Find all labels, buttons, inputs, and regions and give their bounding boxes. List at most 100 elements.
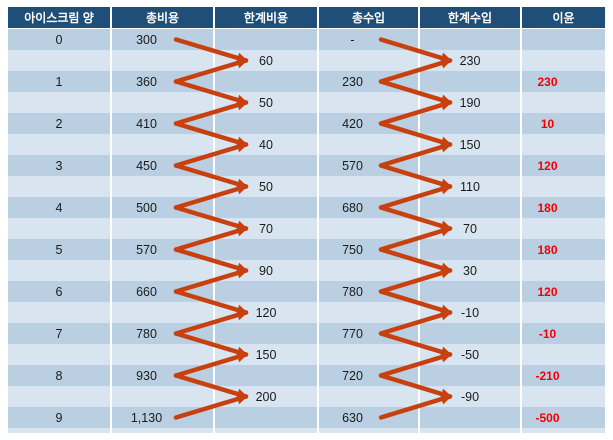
profit-cell: -500 (522, 407, 605, 428)
marginal-cost-cell: 50 (215, 92, 317, 113)
bottom-strip-cell (8, 428, 110, 433)
column-header-3: 총수입 (319, 7, 418, 29)
empty-cell (112, 218, 213, 239)
empty-cell (522, 176, 605, 197)
empty-cell (319, 218, 418, 239)
empty-cell (319, 260, 418, 281)
empty-cell (420, 113, 520, 134)
marginal-revenue-cell: 70 (420, 218, 520, 239)
total-cost-cell: 300 (112, 29, 213, 50)
total-cost-cell: 450 (112, 155, 213, 176)
empty-cell (522, 218, 605, 239)
profit-cell: 180 (522, 197, 605, 218)
total-revenue-cell: 780 (319, 281, 418, 302)
total-revenue-cell: 230 (319, 71, 418, 92)
empty-cell (8, 386, 110, 407)
marginal-cost-cell: 60 (215, 50, 317, 71)
quantity-cell: 8 (8, 365, 110, 386)
total-cost-cell: 660 (112, 281, 213, 302)
empty-cell (112, 92, 213, 113)
empty-cell (319, 50, 418, 71)
empty-cell (112, 344, 213, 365)
empty-cell (420, 407, 520, 428)
total-cost-cell: 780 (112, 323, 213, 344)
marginal-cost-cell: 150 (215, 344, 317, 365)
marginal-cost-cell: 90 (215, 260, 317, 281)
empty-cell (215, 197, 317, 218)
profit-cell: -10 (522, 323, 605, 344)
bottom-strip-cell (215, 428, 317, 433)
empty-cell (215, 113, 317, 134)
empty-cell (112, 302, 213, 323)
empty-cell (112, 176, 213, 197)
profit-cell: 180 (522, 239, 605, 260)
total-revenue-cell: 420 (319, 113, 418, 134)
quantity-cell: 1 (8, 71, 110, 92)
quantity-cell: 9 (8, 407, 110, 428)
total-revenue-cell: 570 (319, 155, 418, 176)
marginal-revenue-cell: 110 (420, 176, 520, 197)
empty-cell (215, 323, 317, 344)
empty-cell (522, 302, 605, 323)
marginal-revenue-cell: 190 (420, 92, 520, 113)
empty-cell (522, 344, 605, 365)
marginal-revenue-cell: 150 (420, 134, 520, 155)
empty-cell (112, 386, 213, 407)
profit-cell: 230 (522, 71, 605, 92)
empty-cell (319, 134, 418, 155)
marginal-revenue-cell: -50 (420, 344, 520, 365)
profit-cell: 10 (522, 113, 605, 134)
marginal-revenue-cell: 230 (420, 50, 520, 71)
empty-cell (522, 260, 605, 281)
column-header-4: 한계수입 (420, 7, 520, 29)
total-revenue-cell: 750 (319, 239, 418, 260)
empty-cell (8, 302, 110, 323)
total-cost-cell: 410 (112, 113, 213, 134)
empty-cell (420, 29, 520, 50)
empty-cell (420, 155, 520, 176)
empty-cell (522, 92, 605, 113)
empty-cell (319, 92, 418, 113)
profit-cell: 120 (522, 155, 605, 176)
empty-cell (420, 365, 520, 386)
empty-cell (319, 176, 418, 197)
empty-cell (8, 50, 110, 71)
empty-cell (215, 407, 317, 428)
bottom-strip-cell (112, 428, 213, 433)
empty-cell (215, 71, 317, 92)
profit-cell: 120 (522, 281, 605, 302)
column-header-2: 한계비용 (215, 7, 317, 29)
empty-cell (8, 260, 110, 281)
empty-cell (420, 281, 520, 302)
empty-cell (420, 239, 520, 260)
empty-cell (215, 239, 317, 260)
marginal-revenue-cell: -90 (420, 386, 520, 407)
quantity-cell: 3 (8, 155, 110, 176)
column-header-1: 총비용 (112, 7, 213, 29)
total-cost-cell: 360 (112, 71, 213, 92)
total-revenue-cell: 680 (319, 197, 418, 218)
empty-cell (420, 323, 520, 344)
empty-cell (522, 134, 605, 155)
marginal-cost-cell: 70 (215, 218, 317, 239)
marginal-cost-cell: 120 (215, 302, 317, 323)
total-cost-cell: 500 (112, 197, 213, 218)
bottom-strip-cell (319, 428, 418, 433)
total-cost-cell: 1,130 (112, 407, 213, 428)
empty-cell (522, 386, 605, 407)
empty-cell (215, 155, 317, 176)
marginal-cost-cell: 200 (215, 386, 317, 407)
bottom-strip-cell (522, 428, 605, 433)
empty-cell (8, 344, 110, 365)
quantity-cell: 0 (8, 29, 110, 50)
quantity-cell: 6 (8, 281, 110, 302)
empty-cell (112, 260, 213, 281)
empty-cell (215, 29, 317, 50)
empty-cell (8, 134, 110, 155)
bottom-strip-cell (420, 428, 520, 433)
empty-cell (112, 134, 213, 155)
total-revenue-cell: 770 (319, 323, 418, 344)
empty-cell (215, 365, 317, 386)
empty-cell (522, 50, 605, 71)
